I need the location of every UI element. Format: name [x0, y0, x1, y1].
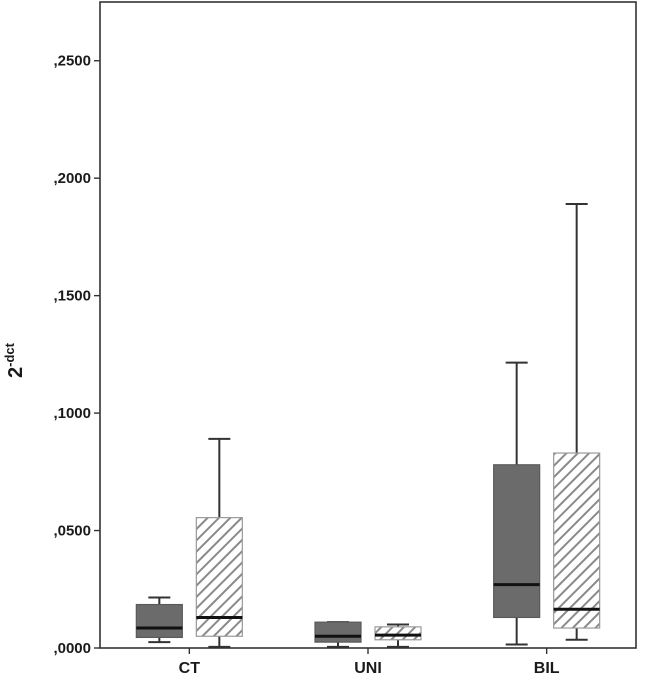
x-tick-label: UNI — [354, 660, 382, 677]
x-axis: CT UNI BIL — [179, 648, 560, 677]
y-axis-title-base: 2 — [5, 367, 27, 378]
y-axis-title-superscript: -dct — [2, 342, 17, 367]
x-tick-label: CT — [179, 660, 201, 677]
y-tick-label: ,2000 — [53, 170, 91, 187]
y-tick-label: ,2500 — [53, 53, 91, 70]
box-solid-ct — [135, 596, 183, 644]
box-hatched-bil — [553, 203, 601, 641]
y-tick-label: ,1500 — [53, 288, 91, 305]
iqr-box — [374, 626, 422, 641]
iqr-box — [135, 603, 183, 639]
y-axis-title: 2-dct — [2, 342, 27, 378]
box-hatched-ct — [195, 437, 243, 648]
box-series — [135, 203, 601, 648]
box-hatched-uni — [374, 623, 422, 648]
y-axis: ,0000 ,0500 ,1000 ,1500 ,2000 ,2500 — [53, 53, 100, 657]
y-tick-label: ,0000 — [53, 640, 91, 657]
iqr-box — [553, 452, 601, 629]
x-tick-label: BIL — [534, 660, 560, 677]
box-solid-uni — [314, 621, 362, 648]
y-tick-label: ,1000 — [53, 405, 91, 422]
iqr-box — [314, 621, 362, 643]
box-solid-bil — [493, 361, 541, 646]
y-tick-label: ,0500 — [53, 523, 91, 540]
iqr-box — [493, 464, 541, 619]
